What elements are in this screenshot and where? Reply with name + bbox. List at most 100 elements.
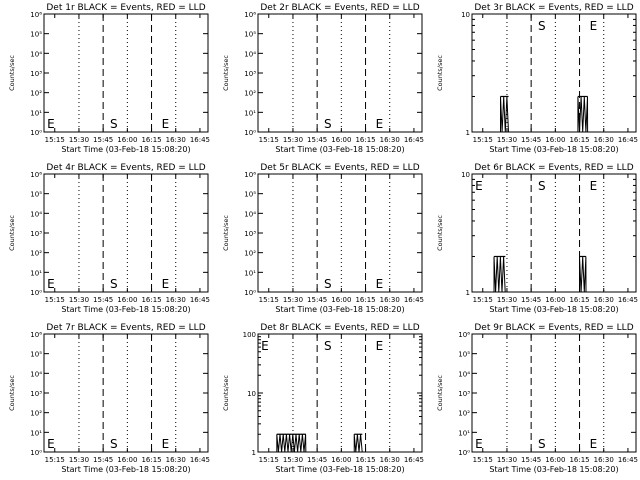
x-tick-label: 15:45 [93, 456, 113, 464]
x-axis-label: Start Time (03-Feb-18 15:08:20) [275, 465, 404, 474]
panel-title: Det 2r BLACK = Events, RED = LLD [260, 3, 419, 13]
x-tick-label: 16:45 [618, 456, 638, 464]
y-tick-label: 10² [30, 90, 42, 98]
panel-det-1r: Det 1r BLACK = Events, RED = LLD 15:15 15:… [8, 3, 210, 154]
x-tick-label: 15:30 [69, 456, 89, 464]
y-tick-label: 10¹ [30, 429, 42, 437]
x-tick-label: 16:45 [618, 136, 638, 144]
x-axis-label: Start Time (03-Feb-18 15:08:20) [275, 305, 404, 314]
x-tick-label: 16:15 [355, 136, 375, 144]
x-tick-label: 16:00 [545, 136, 565, 144]
marker-E: E [590, 437, 598, 451]
marker-S: S [538, 19, 546, 33]
plot-frame [257, 173, 423, 293]
panel-title: Det 9r BLACK = Events, RED = LLD [474, 323, 633, 333]
x-tick-label: 16:30 [594, 456, 614, 464]
y-tick-label: 10⁰ [458, 449, 470, 457]
x-tick-label: 16:00 [117, 136, 137, 144]
marker-E: E [475, 179, 483, 193]
panel-det-8r: Det 8r BLACK = Events, RED = LLD 15:15 15:… [222, 323, 424, 474]
x-axis-label: Start Time (03-Feb-18 15:08:20) [61, 305, 190, 314]
x-tick-label: 16:45 [404, 136, 424, 144]
x-tick-label: 15:15 [45, 456, 65, 464]
y-tick-label: 100 [243, 331, 256, 339]
x-tick-label: 16:45 [190, 136, 210, 144]
x-axis-label: Start Time (03-Feb-18 15:08:20) [489, 305, 618, 314]
x-tick-label: 16:00 [331, 296, 351, 304]
plot-frame [43, 173, 209, 293]
y-tick-label: 1 [466, 129, 470, 137]
plot-frame [471, 333, 637, 453]
y-tick-label: 10¹ [244, 269, 256, 277]
y-tick-label: 10³ [30, 230, 42, 238]
plot-frame [257, 13, 423, 133]
x-tick-label: 15:30 [283, 456, 303, 464]
y-tick-label: 10³ [458, 390, 470, 398]
marker-E: E [47, 277, 55, 291]
x-tick-label: 15:45 [93, 136, 113, 144]
marker-S: S [538, 437, 546, 451]
x-tick-label: 15:45 [521, 296, 541, 304]
y-axis-label: Counts/sec [8, 55, 16, 91]
x-tick-label: 16:00 [117, 296, 137, 304]
y-axis-label: Counts/sec [436, 55, 444, 91]
x-tick-label: 15:45 [307, 136, 327, 144]
x-tick-label: 15:15 [473, 136, 493, 144]
x-tick-label: 16:15 [569, 296, 589, 304]
y-tick-label: 10⁶ [30, 11, 42, 19]
y-tick-label: 10² [244, 90, 256, 98]
marker-E: E [47, 437, 55, 451]
x-tick-label: 16:00 [331, 136, 351, 144]
x-tick-label: 15:15 [45, 136, 65, 144]
y-axis-label: Counts/sec [222, 55, 230, 91]
x-axis-label: Start Time (03-Feb-18 15:08:20) [61, 465, 190, 474]
plot-frame [471, 13, 637, 133]
y-tick-label: 10⁵ [244, 191, 256, 199]
x-tick-label: 15:45 [521, 456, 541, 464]
x-tick-label: 16:00 [117, 456, 137, 464]
y-tick-label: 10² [458, 410, 470, 418]
x-tick-label: 15:30 [283, 296, 303, 304]
y-tick-label: 10⁰ [244, 289, 256, 297]
x-axis-label: Start Time (03-Feb-18 15:08:20) [489, 145, 618, 154]
x-tick-label: 15:30 [497, 136, 517, 144]
event-series [353, 434, 363, 453]
y-axis-label: Counts/sec [8, 215, 16, 251]
plot-frame [43, 13, 209, 133]
x-tick-label: 15:15 [259, 296, 279, 304]
x-tick-label: 15:45 [521, 136, 541, 144]
x-tick-label: 15:30 [69, 296, 89, 304]
x-tick-label: 15:15 [259, 456, 279, 464]
y-tick-label: 10 [461, 11, 470, 19]
marker-E: E [376, 117, 384, 131]
panel-title: Det 6r BLACK = Events, RED = LLD [474, 163, 633, 173]
y-tick-label: 10¹ [244, 109, 256, 117]
marker-E: E [376, 339, 384, 353]
marker-E: E [475, 437, 483, 451]
marker-E: E [47, 117, 55, 131]
marker-E: E [162, 437, 170, 451]
panel-det-4r: Det 4r BLACK = Events, RED = LLD 15:15 15:… [8, 163, 210, 314]
y-tick-label: 1 [252, 449, 256, 457]
y-tick-label: 10⁶ [244, 171, 256, 179]
x-tick-label: 16:30 [594, 296, 614, 304]
y-tick-label: 10¹ [458, 429, 470, 437]
y-tick-label: 10⁴ [244, 210, 256, 218]
y-axis-label: Counts/sec [436, 215, 444, 251]
panel-title: Det 8r BLACK = Events, RED = LLD [260, 323, 419, 333]
x-tick-label: 15:45 [93, 296, 113, 304]
panel-title: Det 5r BLACK = Events, RED = LLD [260, 163, 419, 173]
y-tick-label: 10³ [244, 70, 256, 78]
y-tick-label: 10⁰ [244, 129, 256, 137]
event-series [499, 96, 509, 133]
marker-S: S [324, 277, 332, 291]
panel-title: Det 4r BLACK = Events, RED = LLD [46, 163, 205, 173]
x-tick-label: 16:45 [190, 296, 210, 304]
panel-title: Det 3r BLACK = Events, RED = LLD [474, 3, 633, 13]
y-tick-label: 10³ [30, 70, 42, 78]
panel-det-6r: Det 6r BLACK = Events, RED = LLD 15:15 15:… [436, 163, 638, 314]
x-tick-label: 16:15 [141, 136, 161, 144]
marker-S: S [324, 339, 332, 353]
y-tick-label: 10² [244, 250, 256, 258]
x-tick-label: 15:30 [283, 136, 303, 144]
